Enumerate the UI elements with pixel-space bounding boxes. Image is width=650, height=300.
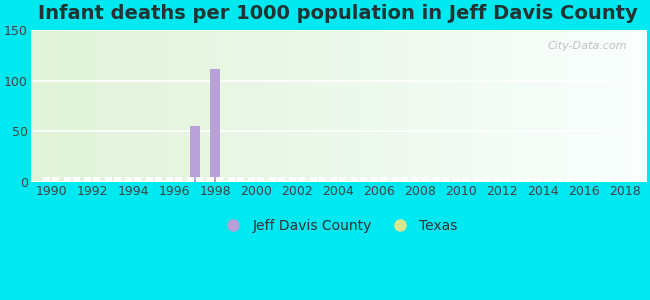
Bar xyxy=(146,177,153,182)
Bar xyxy=(474,177,481,182)
Bar xyxy=(196,177,203,182)
Bar xyxy=(52,177,59,182)
Bar xyxy=(227,177,235,182)
Bar xyxy=(535,177,542,182)
Bar xyxy=(585,177,592,182)
Bar xyxy=(43,177,51,182)
Bar xyxy=(606,177,613,182)
Bar xyxy=(187,177,194,182)
Bar xyxy=(380,177,387,182)
Bar xyxy=(289,177,296,182)
Bar xyxy=(453,177,460,182)
Text: City-Data.com: City-Data.com xyxy=(548,41,627,51)
Bar xyxy=(462,177,469,182)
Bar xyxy=(339,177,346,182)
Bar xyxy=(135,177,142,182)
Bar xyxy=(105,177,112,182)
Bar xyxy=(125,177,133,182)
Bar xyxy=(597,177,604,182)
Bar xyxy=(371,177,378,182)
Bar xyxy=(310,177,317,182)
Bar xyxy=(73,177,80,182)
Bar xyxy=(412,177,419,182)
Bar xyxy=(84,177,92,182)
Title: Infant deaths per 1000 population in Jeff Davis County: Infant deaths per 1000 population in Jef… xyxy=(38,4,638,23)
Bar xyxy=(351,177,358,182)
Bar xyxy=(114,177,121,182)
Bar xyxy=(359,177,367,182)
Bar xyxy=(618,177,625,182)
Bar xyxy=(155,177,162,182)
Bar xyxy=(494,177,501,182)
Bar xyxy=(483,177,490,182)
Bar xyxy=(577,177,584,182)
Bar xyxy=(401,177,408,182)
Bar xyxy=(210,69,220,182)
Bar xyxy=(248,177,255,182)
Bar xyxy=(515,177,522,182)
Bar xyxy=(524,177,531,182)
Bar xyxy=(298,177,306,182)
Bar xyxy=(257,177,265,182)
Bar xyxy=(93,177,100,182)
Bar xyxy=(318,177,326,182)
Bar xyxy=(565,177,572,182)
Bar xyxy=(421,177,428,182)
Bar xyxy=(278,177,285,182)
Bar xyxy=(237,177,244,182)
Bar xyxy=(216,177,224,182)
Bar xyxy=(544,177,551,182)
Bar xyxy=(166,177,174,182)
Legend: Jeff Davis County, Texas: Jeff Davis County, Texas xyxy=(214,213,463,238)
Bar xyxy=(503,177,510,182)
Bar xyxy=(176,177,183,182)
Bar xyxy=(392,177,399,182)
Bar xyxy=(433,177,440,182)
Bar xyxy=(64,177,71,182)
Bar xyxy=(268,177,276,182)
Bar xyxy=(442,177,449,182)
Bar xyxy=(190,126,200,182)
Bar xyxy=(330,177,337,182)
Bar xyxy=(626,177,634,182)
Bar xyxy=(207,177,214,182)
Bar xyxy=(556,177,563,182)
